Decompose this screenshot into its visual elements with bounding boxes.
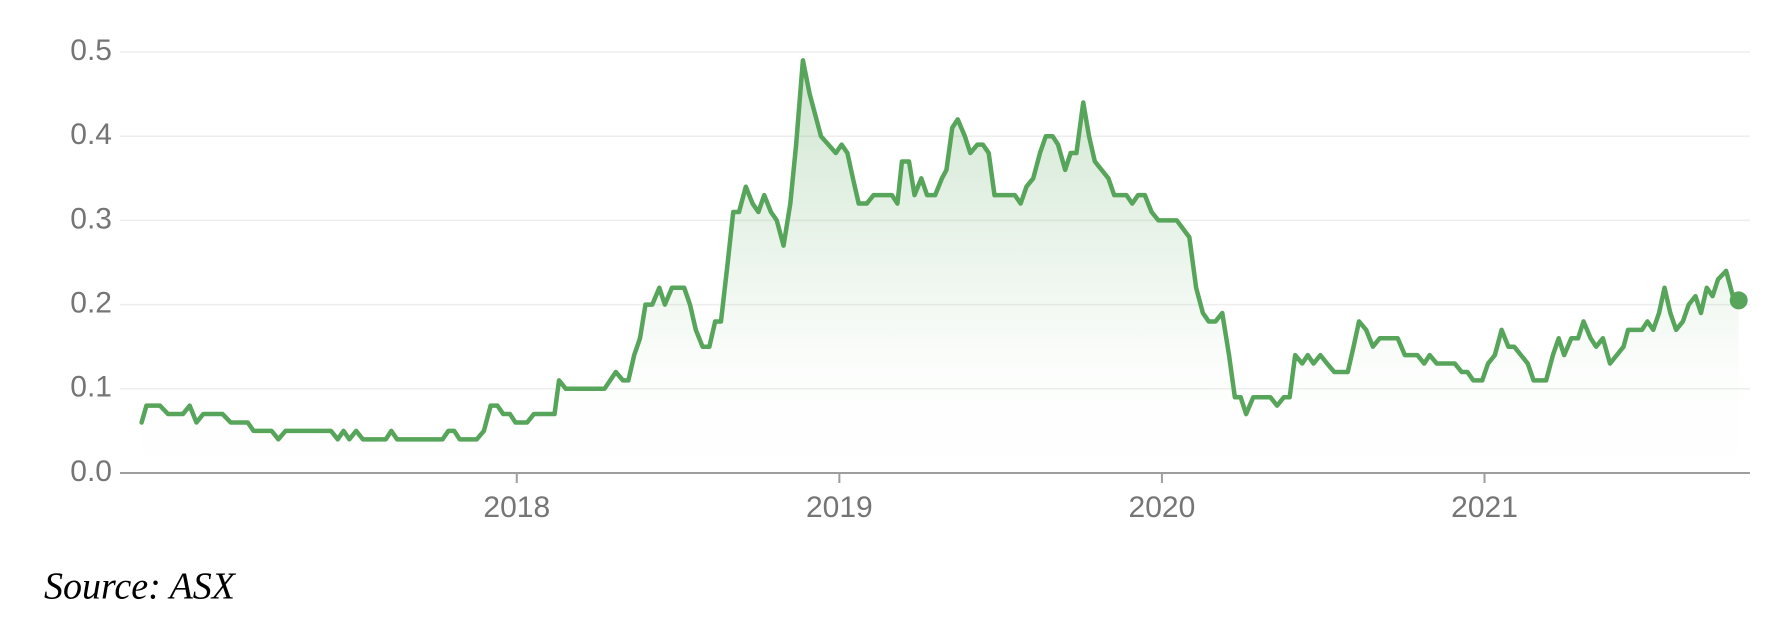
price-line	[139, 58, 1741, 442]
y-tick-label: 0.0	[70, 455, 112, 488]
x-tick-label: 2020	[1129, 491, 1196, 524]
price-area	[141, 60, 1739, 474]
y-tick-label: 0.2	[70, 287, 112, 320]
x-tick-label: 2018	[483, 491, 550, 524]
y-tick-label: 0.1	[70, 371, 112, 404]
x-tick-label: 2021	[1451, 491, 1518, 524]
y-tick-label: 0.3	[70, 202, 112, 235]
last-point-marker	[1729, 291, 1748, 310]
y-tick-label: 0.5	[70, 34, 112, 67]
x-tick-label: 2019	[806, 491, 873, 524]
source-note: Source: ASX	[44, 566, 237, 608]
y-tick-label: 0.4	[70, 118, 112, 151]
